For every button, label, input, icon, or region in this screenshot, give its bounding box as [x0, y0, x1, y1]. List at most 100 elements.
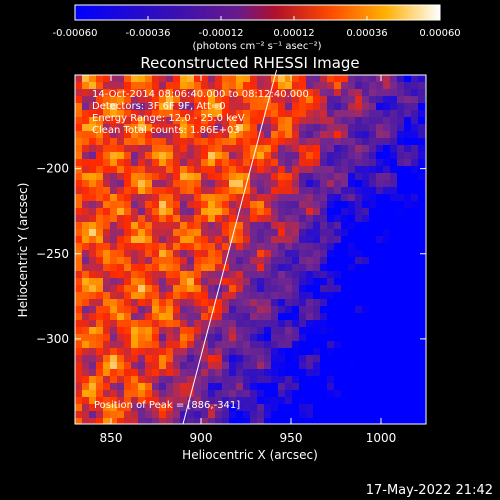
heatmap-cell: [250, 327, 257, 334]
heatmap-cell: [201, 369, 208, 376]
heatmap-cell: [159, 187, 166, 194]
heatmap-cell: [285, 292, 292, 299]
heatmap-cell: [418, 418, 425, 424]
heatmap-cell: [187, 418, 194, 424]
heatmap-cell: [124, 355, 131, 362]
heatmap-cell: [194, 285, 201, 292]
heatmap-cell: [138, 285, 145, 292]
heatmap-cell: [103, 215, 110, 222]
heatmap-cell: [327, 145, 334, 152]
heatmap-cell: [355, 222, 362, 229]
heatmap-cell: [166, 320, 173, 327]
heatmap-cell: [292, 152, 299, 159]
heatmap-cell: [215, 131, 222, 138]
heatmap-cell: [152, 397, 159, 404]
heatmap-cell: [194, 250, 201, 257]
heatmap-cell: [124, 348, 131, 355]
heatmap-cell: [292, 173, 299, 180]
heatmap-cell: [215, 264, 222, 271]
heatmap-cell: [110, 383, 117, 390]
heatmap-cell: [89, 320, 96, 327]
heatmap-cell: [404, 334, 411, 341]
heatmap-cell: [306, 348, 313, 355]
heatmap-cell: [236, 411, 243, 418]
colorbar-tick-label: 0.00012: [273, 28, 314, 39]
heatmap-cell: [292, 215, 299, 222]
heatmap-cell: [75, 180, 82, 187]
heatmap-cell: [243, 271, 250, 278]
heatmap-cell: [180, 397, 187, 404]
heatmap-cell: [138, 348, 145, 355]
heatmap-cell: [89, 152, 96, 159]
heatmap-cell: [236, 82, 243, 89]
heatmap-cell: [264, 194, 271, 201]
heatmap-cell: [173, 271, 180, 278]
heatmap-cell: [89, 313, 96, 320]
heatmap-cell: [131, 229, 138, 236]
heatmap-cell: [159, 306, 166, 313]
heatmap-cell: [376, 299, 383, 306]
heatmap-cell: [292, 341, 299, 348]
heatmap-cell: [369, 369, 376, 376]
heatmap-cell: [250, 131, 257, 138]
heatmap-cell: [362, 138, 369, 145]
heatmap-cell: [138, 264, 145, 271]
heatmap-cell: [313, 292, 320, 299]
heatmap-cell: [411, 229, 418, 236]
heatmap-cell: [187, 138, 194, 145]
heatmap-cell: [215, 222, 222, 229]
heatmap-cell: [327, 369, 334, 376]
heatmap-cell: [124, 131, 131, 138]
heatmap-cell: [201, 138, 208, 145]
heatmap-cell: [124, 341, 131, 348]
heatmap-cell: [180, 334, 187, 341]
heatmap-cell: [292, 110, 299, 117]
heatmap-cell: [229, 278, 236, 285]
heatmap-cell: [411, 348, 418, 355]
heatmap-cell: [117, 201, 124, 208]
annotation-counts: Clean Total counts: 1.86E+03: [92, 125, 240, 136]
heatmap-cell: [292, 292, 299, 299]
heatmap-cell: [271, 180, 278, 187]
heatmap-cell: [243, 313, 250, 320]
heatmap-cell: [285, 131, 292, 138]
heatmap-cell: [376, 292, 383, 299]
heatmap-cell: [362, 173, 369, 180]
heatmap-cell: [348, 292, 355, 299]
heatmap-cell: [103, 201, 110, 208]
heatmap-cell: [418, 278, 425, 285]
heatmap-cell: [397, 117, 404, 124]
heatmap-cell: [138, 313, 145, 320]
heatmap-cell: [362, 75, 369, 82]
heatmap-cell: [166, 215, 173, 222]
heatmap-cell: [390, 334, 397, 341]
heatmap-cell: [75, 103, 82, 110]
heatmap-cell: [131, 313, 138, 320]
heatmap-cell: [110, 110, 117, 117]
heatmap-cell: [166, 243, 173, 250]
heatmap-cell: [75, 96, 82, 103]
heatmap-cell: [145, 89, 152, 96]
heatmap-cell: [362, 285, 369, 292]
heatmap-cell: [138, 138, 145, 145]
heatmap-cell: [166, 89, 173, 96]
heatmap-cell: [187, 341, 194, 348]
x-tick-label: 1000: [366, 431, 397, 445]
heatmap-cell: [138, 89, 145, 96]
heatmap-cell: [299, 236, 306, 243]
heatmap-cell: [418, 131, 425, 138]
heatmap-cell: [306, 173, 313, 180]
heatmap-cell: [187, 89, 194, 96]
heatmap-cell: [215, 194, 222, 201]
heatmap-cell: [250, 418, 257, 424]
heatmap-cell: [369, 355, 376, 362]
heatmap-cell: [208, 418, 215, 424]
heatmap-cell: [201, 404, 208, 411]
heatmap-cell: [222, 299, 229, 306]
heatmap-cell: [138, 96, 145, 103]
heatmap-cell: [82, 418, 89, 424]
heatmap-cell: [418, 145, 425, 152]
heatmap-cell: [334, 313, 341, 320]
heatmap-cell: [397, 341, 404, 348]
heatmap-cell: [250, 208, 257, 215]
